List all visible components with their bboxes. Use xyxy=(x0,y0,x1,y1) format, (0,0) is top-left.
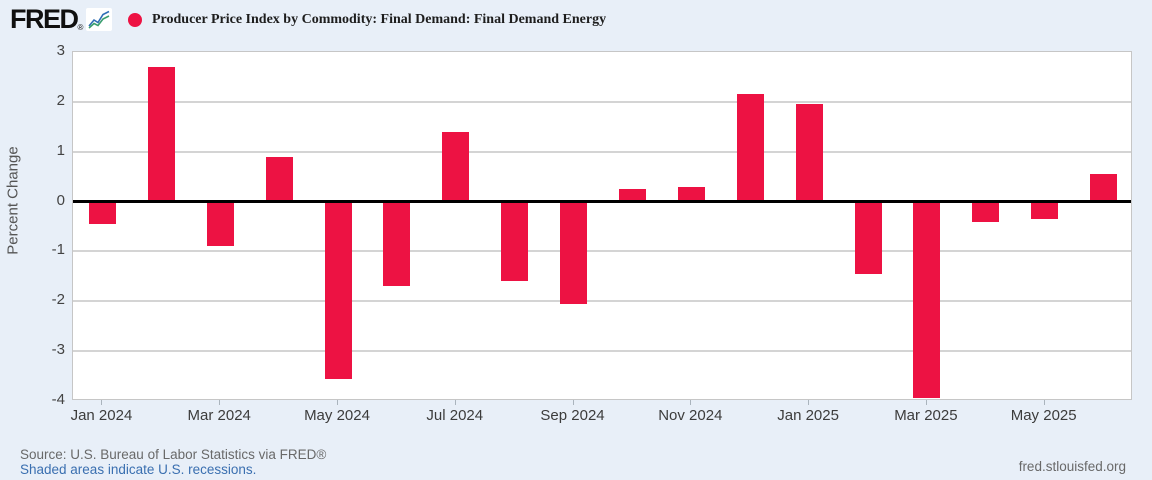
x-tick-label: Jan 2024 xyxy=(70,407,133,424)
y-tick-label: 3 xyxy=(56,42,65,59)
x-tick-label: Nov 2024 xyxy=(658,407,723,424)
x-tick-label: Jul 2024 xyxy=(426,407,484,424)
x-tick xyxy=(690,400,692,405)
x-tick xyxy=(454,400,456,405)
fred-site-link[interactable]: fred.stlouisfed.org xyxy=(1018,459,1126,474)
bar-jan-2025[interactable] xyxy=(795,104,823,202)
zero-axis-line xyxy=(73,200,1131,203)
sparkline-chart-icon xyxy=(86,8,112,36)
bar-jun-2025[interactable] xyxy=(1090,174,1118,202)
bar-feb-2025[interactable] xyxy=(854,201,882,274)
source-attribution: Source: U.S. Bureau of Labor Statistics … xyxy=(20,447,327,462)
bar-jun-2024[interactable] xyxy=(383,201,411,287)
x-tick xyxy=(925,400,927,405)
y-tick-label: -3 xyxy=(51,341,65,359)
y-tick-label: -1 xyxy=(51,241,65,259)
x-tick xyxy=(1043,400,1045,405)
y-tick-label: 1 xyxy=(56,141,65,159)
gridline xyxy=(73,300,1131,303)
y-tick-label: 2 xyxy=(56,91,65,109)
bar-dec-2024[interactable] xyxy=(736,94,764,202)
x-tick-label: Mar 2025 xyxy=(894,407,958,424)
x-tick-label: May 2024 xyxy=(304,407,370,424)
bar-may-2025[interactable] xyxy=(1031,201,1059,219)
bar-mar-2025[interactable] xyxy=(913,201,941,399)
x-tick xyxy=(219,400,221,405)
bar-sep-2024[interactable] xyxy=(560,201,588,304)
registered-trademark: ® xyxy=(77,23,84,32)
bar-may-2024[interactable] xyxy=(324,201,352,379)
plot-area xyxy=(72,51,1132,400)
x-tick xyxy=(337,400,338,405)
y-axis-title: Percent Change xyxy=(4,146,22,255)
x-tick-label: Mar 2024 xyxy=(187,407,251,424)
recession-note-link[interactable]: Shaded areas indicate U.S. recessions. xyxy=(20,462,257,477)
x-tick-label: Jan 2025 xyxy=(777,407,839,424)
bar-jul-2024[interactable] xyxy=(442,131,470,202)
bar-apr-2025[interactable] xyxy=(972,201,1000,222)
bar-oct-2024[interactable] xyxy=(618,189,646,202)
gridline xyxy=(73,350,1131,353)
x-tick xyxy=(572,400,574,405)
gridline xyxy=(73,100,1131,103)
y-tick-label: -4 xyxy=(51,391,65,408)
bar-feb-2024[interactable] xyxy=(147,66,175,202)
x-tick-label: Sep 2024 xyxy=(540,407,605,424)
x-tick xyxy=(808,400,810,405)
fred-logo-text: FRED xyxy=(10,4,79,34)
bar-apr-2024[interactable] xyxy=(265,156,293,202)
bar-nov-2024[interactable] xyxy=(677,186,705,202)
x-tick-label: May 2025 xyxy=(1010,407,1077,424)
series-legend-dot-icon xyxy=(128,13,142,27)
fred-logo[interactable]: FRED® xyxy=(10,5,83,40)
bar-mar-2024[interactable] xyxy=(206,201,234,247)
bar-aug-2024[interactable] xyxy=(501,201,529,282)
x-tick xyxy=(101,400,103,405)
bar-jan-2024[interactable] xyxy=(88,201,116,224)
series-title: Producer Price Index by Commodity: Final… xyxy=(152,12,607,27)
y-tick-label: 0 xyxy=(56,191,65,209)
gridline xyxy=(73,250,1131,253)
gridline xyxy=(73,150,1131,153)
y-tick-label: -2 xyxy=(51,291,65,309)
